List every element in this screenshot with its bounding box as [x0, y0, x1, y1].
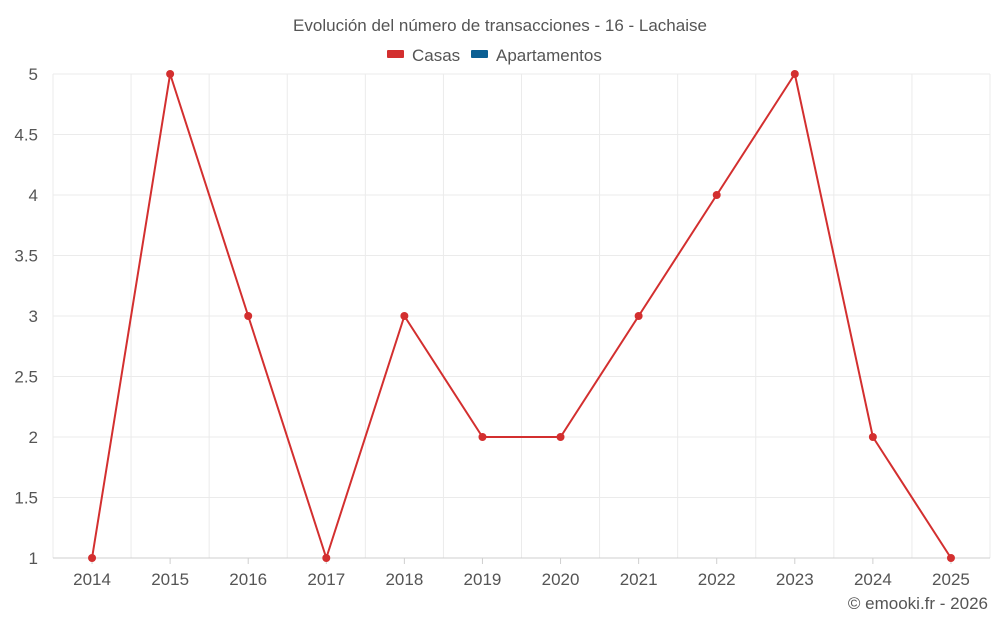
data-point[interactable] [868, 433, 877, 441]
x-tick-label: 2023 [776, 570, 814, 589]
legend-label-casas[interactable]: Casas [412, 46, 460, 65]
y-tick-label: 1 [29, 549, 38, 568]
data-point[interactable] [322, 554, 331, 562]
y-tick-label: 5 [29, 65, 38, 84]
legend-label-apartamentos[interactable]: Apartamentos [496, 46, 602, 65]
series-line-casas [91, 73, 952, 559]
x-axis-ticks: 2014 2015 2016 2017 2018 2019 2020 2021 2022 2023… [73, 558, 970, 589]
x-gridlines [52, 74, 991, 558]
x-tick-label: 2018 [385, 570, 423, 589]
x-tick-label: 2025 [932, 570, 970, 589]
data-point[interactable] [166, 70, 175, 78]
data-point[interactable] [634, 312, 643, 320]
data-point[interactable] [946, 554, 955, 562]
chart-title: Evolución del número de transacciones - … [293, 16, 707, 35]
copyright-footer: © emooki.fr - 2026 [848, 594, 988, 613]
y-tick-label: 3 [29, 307, 38, 326]
x-tick-label: 2020 [542, 570, 580, 589]
x-tick-label: 2022 [698, 570, 736, 589]
y-tick-label: 2 [29, 428, 38, 447]
data-point[interactable] [556, 433, 565, 441]
x-tick-label: 2014 [73, 570, 111, 589]
data-point[interactable] [400, 312, 409, 320]
x-tick-label: 2019 [464, 570, 502, 589]
data-point[interactable] [478, 433, 487, 441]
y-axis-ticks: 1 1.5 2 2.5 3 3.5 4 4.5 5 [14, 65, 38, 568]
data-point[interactable] [88, 554, 97, 562]
x-tick-label: 2015 [151, 570, 189, 589]
data-point[interactable] [244, 312, 253, 320]
x-tick-label: 2016 [229, 570, 267, 589]
data-point[interactable] [712, 191, 721, 199]
x-tick-label: 2017 [307, 570, 345, 589]
legend-swatch-casas[interactable] [387, 50, 404, 58]
series-casas [88, 70, 955, 562]
data-point[interactable] [790, 70, 799, 78]
y-tick-label: 4 [29, 186, 38, 205]
x-tick-label: 2021 [620, 570, 658, 589]
x-tick-label: 2024 [854, 570, 892, 589]
legend-swatch-apartamentos[interactable] [471, 50, 488, 58]
y-tick-label: 3.5 [14, 247, 38, 266]
y-tick-label: 4.5 [14, 126, 38, 145]
y-tick-label: 2.5 [14, 368, 38, 387]
legend: Casas Apartamentos [387, 46, 602, 65]
y-tick-label: 1.5 [14, 489, 38, 508]
